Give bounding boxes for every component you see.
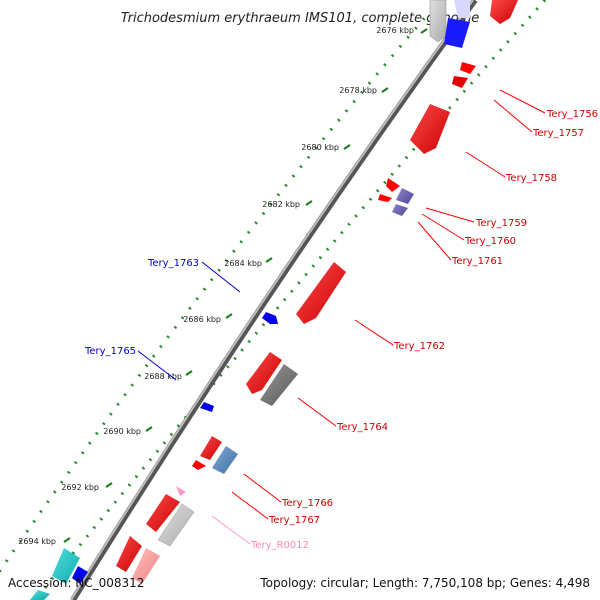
inner-dotted-track	[0, 0, 442, 574]
genome-backbone	[70, 0, 478, 600]
gene-tery-1765-shape[interactable]	[200, 402, 214, 412]
gene-tery-1766-red-shape[interactable]	[200, 436, 222, 460]
leader-lines-blue	[137, 261, 241, 381]
leader-lines-red	[231, 89, 546, 520]
gene-tery-1766-tip-shape[interactable]	[192, 460, 206, 470]
gene-red-top[interactable]	[490, 0, 518, 24]
gene-red-bottom[interactable]	[116, 536, 142, 572]
gene-tery-1762-shape[interactable]	[296, 262, 346, 324]
tick-2680: 2680 kbp	[301, 143, 339, 152]
gene-tery-1761-shape[interactable]	[392, 204, 408, 216]
gene-tery-1757-shape[interactable]	[452, 76, 468, 88]
tick-2686: 2686 kbp	[183, 315, 221, 324]
gene-tery-1764-red-shape[interactable]	[246, 352, 282, 394]
label-tery-1758[interactable]: Tery_1758	[505, 173, 557, 184]
label-tery-r0012[interactable]: Tery_R0012	[250, 540, 309, 551]
gene-tery-1758-shape[interactable]	[410, 104, 450, 154]
gene-blue-top[interactable]	[444, 18, 470, 48]
label-tery-1757[interactable]: Tery_1757	[532, 128, 584, 139]
label-tery-1756[interactable]: Tery_1756	[546, 109, 598, 120]
tick-2682: 2682 kbp	[262, 200, 300, 209]
genome-backbone-highlight	[70, 0, 474, 600]
tick-2692: 2692 kbp	[61, 483, 99, 492]
outer-dotted-track	[33, 0, 547, 600]
gene-tery-1759-shape[interactable]	[386, 178, 400, 192]
gene-tery-1767-red-shape[interactable]	[146, 494, 180, 532]
label-tery-1762[interactable]: Tery_1762	[393, 341, 445, 352]
tick-2690: 2690 kbp	[103, 427, 141, 436]
label-tery-1760[interactable]: Tery_1760	[464, 236, 516, 247]
map-title: Trichodesmium erythraeum IMS101, complet…	[121, 11, 480, 26]
accession-text: Accession: NC_008312	[8, 576, 144, 590]
gene-tery-1763-shape[interactable]	[262, 312, 278, 324]
gene-cyan-edge[interactable]	[30, 590, 50, 600]
tick-2684: 2684 kbp	[224, 259, 262, 268]
tick-2688: 2688 kbp	[144, 372, 182, 381]
gene-tery-1756-shape[interactable]	[460, 62, 476, 74]
gene-tery-r0012-shape[interactable]	[176, 486, 186, 496]
gene-pink-bottom[interactable]	[132, 548, 160, 584]
tick-2678: 2678 kbp	[339, 86, 377, 95]
gene-tery-1767-shape[interactable]	[157, 503, 195, 547]
label-tery-1759[interactable]: Tery_1759	[475, 218, 527, 229]
gene-blue-bottom[interactable]	[72, 566, 88, 584]
kbp-scale: 2676 kbp 2678 kbp 2680 kbp 2682 kbp 2684…	[18, 26, 428, 546]
label-tery-1766[interactable]: Tery_1766	[281, 498, 333, 509]
gene-tery-1766-shape[interactable]	[212, 446, 238, 474]
gene-grey-top[interactable]	[429, 0, 447, 43]
tick-2676: 2676 kbp	[376, 26, 414, 35]
label-tery-1761[interactable]: Tery_1761	[451, 256, 503, 267]
label-tery-1764[interactable]: Tery_1764	[336, 422, 388, 433]
label-tery-1767[interactable]: Tery_1767	[268, 515, 320, 526]
label-tery-1765[interactable]: Tery_1765	[84, 346, 136, 357]
topology-text: Topology: circular; Length: 7,750,108 bp…	[259, 576, 590, 590]
gene-lavender-top[interactable]	[454, 0, 470, 18]
gene-cyan-bottom[interactable]	[52, 548, 80, 584]
gene-tery-1760-shape[interactable]	[396, 188, 414, 204]
tick-2694: 2694 kbp	[18, 537, 56, 546]
gene-tery-1764-shape[interactable]	[260, 364, 298, 406]
leader-line-pink	[211, 515, 251, 545]
gene-tery-1760-red-shape[interactable]	[378, 194, 392, 202]
label-tery-1763[interactable]: Tery_1763	[147, 258, 199, 269]
